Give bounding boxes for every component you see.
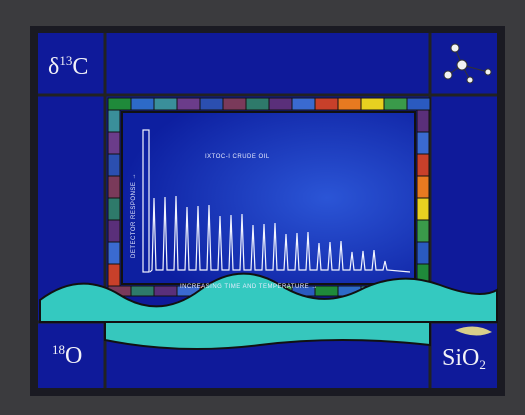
superscript: 13 [59, 53, 72, 68]
border-pane [108, 154, 120, 176]
subscript: 2 [479, 357, 486, 372]
border-pane [292, 98, 315, 110]
border-pane [417, 154, 429, 176]
border-pane [269, 98, 292, 110]
border-pane [417, 176, 429, 198]
y-axis-label: DETECTOR RESPONSE → [131, 173, 137, 258]
border-pane [154, 98, 177, 110]
border-pane [246, 98, 269, 110]
chart-glass [122, 112, 415, 284]
border-pane [417, 242, 429, 264]
window: δ13C 18O SiO2 IXTOC-I CRUDE OIL DETECTOR… [0, 0, 525, 415]
label-silica: SiO2 [442, 345, 486, 372]
border-pane [361, 98, 384, 110]
border-pane [417, 198, 429, 220]
border-pane [338, 98, 361, 110]
border-pane [108, 132, 120, 154]
border-pane [384, 98, 407, 110]
border-pane [108, 176, 120, 198]
border-pane [108, 220, 120, 242]
border-pane [108, 198, 120, 220]
border-pane [177, 98, 200, 110]
border-pane [131, 98, 154, 110]
border-pane [417, 220, 429, 242]
border-pane [417, 132, 429, 154]
element: O [65, 343, 82, 369]
border-pane [417, 110, 429, 132]
border-pane [315, 286, 338, 296]
border-pane [223, 98, 246, 110]
symbol: δ [48, 54, 59, 80]
x-axis-label: INCREASING TIME AND TEMPERATURE → [180, 284, 318, 290]
border-pane [131, 286, 154, 296]
page: δ13C 18O SiO2 IXTOC-I CRUDE OIL DETECTOR… [0, 0, 525, 415]
superscript: 18 [52, 342, 65, 357]
border-pane [315, 98, 338, 110]
border-pane [154, 286, 177, 296]
border-pane [108, 98, 131, 110]
border-pane [108, 264, 120, 286]
border-pane [108, 110, 120, 132]
element: SiO [442, 345, 479, 371]
element: C [72, 54, 88, 80]
chart-title: IXTOC-I CRUDE OIL [205, 154, 270, 160]
border-pane [108, 242, 120, 264]
border-pane [407, 98, 430, 110]
border-pane [200, 98, 223, 110]
